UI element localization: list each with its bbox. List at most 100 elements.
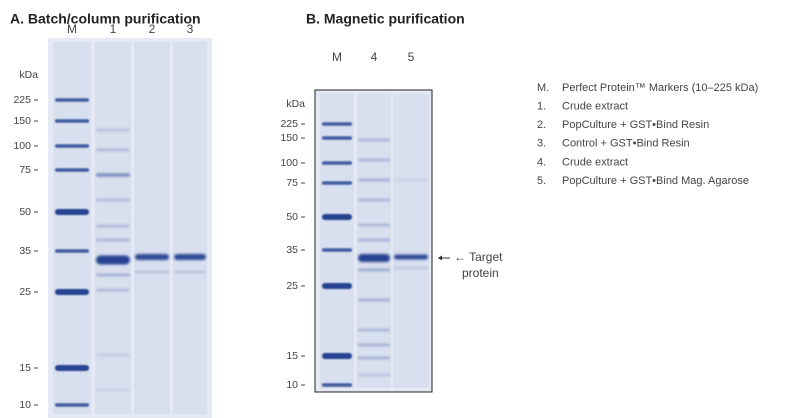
band — [322, 136, 352, 140]
panel-title: B. Magnetic purification — [306, 11, 465, 27]
band — [358, 374, 390, 376]
annotation: protein — [462, 266, 499, 280]
band — [322, 353, 352, 359]
band — [55, 209, 89, 215]
lane-smear — [393, 94, 429, 388]
band — [322, 181, 352, 185]
lane-label: M — [332, 50, 342, 64]
band — [358, 179, 390, 181]
marker-label: 150 — [13, 115, 31, 127]
legend-key: 5. — [537, 175, 546, 187]
band — [358, 159, 390, 161]
lane-label: 3 — [187, 22, 194, 36]
band — [96, 174, 130, 177]
marker-label: 100 — [280, 157, 298, 169]
marker-label: 50 — [286, 211, 298, 223]
band — [96, 225, 130, 227]
legend-text: PopCulture + GST•Bind Mag. Agarose — [562, 175, 749, 187]
marker-label: 10 — [286, 379, 298, 391]
band — [96, 354, 130, 356]
figure: A. Batch/column purificationM123kDa22515… — [0, 0, 796, 418]
band — [358, 254, 390, 262]
band — [96, 289, 130, 291]
band — [55, 98, 89, 102]
band — [96, 149, 130, 151]
band — [394, 180, 428, 181]
legend-key: 3. — [537, 138, 546, 150]
band — [322, 383, 352, 387]
band — [322, 122, 352, 126]
band — [322, 283, 352, 289]
unit-label: kDa — [286, 98, 305, 110]
lane-label: 2 — [149, 22, 156, 36]
band — [322, 248, 352, 252]
band — [358, 224, 390, 226]
band — [135, 271, 169, 273]
legend-text: PopCulture + GST•Bind Resin — [562, 119, 709, 131]
marker-label: 75 — [19, 164, 31, 176]
lane-smear — [134, 42, 170, 414]
band — [394, 255, 428, 260]
legend-key: 4. — [537, 156, 546, 168]
band — [358, 344, 390, 346]
legend-key: 2. — [537, 119, 546, 131]
lane-smear — [95, 42, 131, 414]
band — [322, 214, 352, 220]
lane-smear — [173, 42, 207, 414]
band — [135, 254, 169, 260]
band — [358, 239, 390, 241]
marker-label: 225 — [13, 94, 31, 106]
lane-label: 1 — [110, 22, 117, 36]
band — [55, 365, 89, 371]
marker-label: 25 — [19, 286, 31, 298]
lane-label: 5 — [408, 50, 415, 64]
band — [358, 299, 390, 301]
marker-label: 15 — [286, 350, 298, 362]
band — [55, 144, 89, 148]
band — [55, 289, 89, 295]
band — [358, 329, 390, 331]
legend-key: 1. — [537, 101, 546, 113]
marker-label: 225 — [280, 118, 298, 130]
band — [358, 269, 390, 271]
band — [174, 271, 206, 273]
band — [55, 403, 89, 407]
band — [55, 168, 89, 172]
legend-key: M. — [537, 82, 549, 94]
band — [358, 199, 390, 201]
band — [322, 161, 352, 165]
band — [55, 119, 89, 123]
band — [96, 129, 130, 131]
annotation: ← Target — [454, 250, 503, 264]
band — [394, 267, 428, 269]
band — [358, 357, 390, 359]
band — [55, 249, 89, 253]
panel-title: A. Batch/column purification — [10, 11, 201, 27]
lane-label: M — [67, 22, 77, 36]
marker-label: 25 — [286, 280, 298, 292]
marker-label: 150 — [280, 132, 298, 144]
band — [96, 239, 130, 241]
marker-label: 100 — [13, 140, 31, 152]
marker-label: 50 — [19, 206, 31, 218]
marker-label: 35 — [19, 245, 31, 257]
legend-text: Perfect Protein™ Markers (10–225 kDa) — [562, 82, 758, 94]
band — [96, 274, 130, 276]
lane-label: 4 — [371, 50, 378, 64]
marker-label: 15 — [19, 362, 31, 374]
band — [96, 199, 130, 201]
lane-smear — [53, 42, 91, 414]
band — [358, 139, 390, 141]
arrow-head — [438, 256, 442, 261]
marker-label: 35 — [286, 244, 298, 256]
legend-text: Crude extract — [562, 156, 628, 168]
legend-text: Crude extract — [562, 101, 628, 113]
band — [96, 389, 130, 391]
band — [174, 254, 206, 260]
unit-label: kDa — [19, 69, 38, 81]
marker-label: 75 — [286, 177, 298, 189]
band — [96, 256, 130, 265]
legend-text: Control + GST•Bind Resin — [562, 138, 690, 150]
marker-label: 10 — [19, 399, 31, 411]
